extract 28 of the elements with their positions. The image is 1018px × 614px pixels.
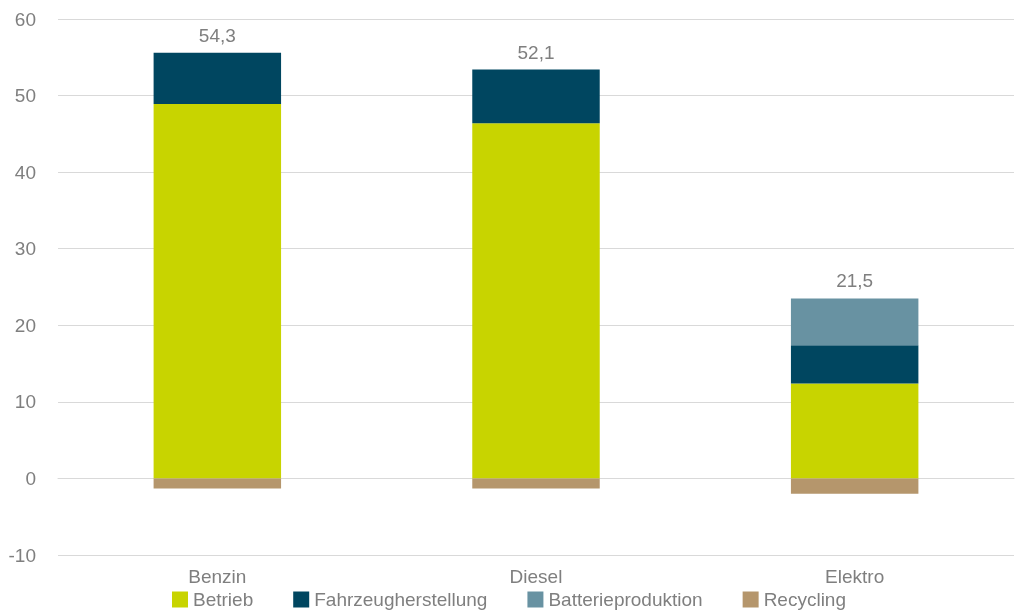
legend-label: Recycling — [763, 589, 847, 610]
y-tick-label: 50 — [14, 85, 36, 107]
bar — [472, 69, 600, 124]
bar — [472, 478, 600, 489]
y-tick-label: 10 — [14, 391, 36, 413]
total-label: 21,5 — [836, 270, 874, 292]
y-tick-label: 30 — [14, 238, 36, 260]
bar — [790, 478, 919, 494]
y-tick-label: 0 — [25, 467, 36, 489]
y-tick-label: 40 — [14, 161, 36, 183]
x-tick-label: Elektro — [825, 566, 885, 587]
legend-label: Fahrzeugherstellung — [314, 589, 488, 610]
bar — [472, 123, 600, 479]
legend-label: Betrieb — [193, 589, 254, 610]
total-label: 52,1 — [517, 41, 555, 63]
bar — [153, 103, 282, 479]
y-tick-label: 20 — [14, 314, 36, 336]
bar — [790, 298, 919, 346]
total-label: 54,3 — [198, 24, 236, 46]
x-tick-label: Diesel — [509, 566, 563, 587]
x-tick-label: Benzin — [188, 566, 247, 587]
y-tick-label: -10 — [8, 544, 36, 566]
bar — [790, 383, 919, 479]
y-tick-label: 60 — [14, 8, 36, 30]
legend-label: Batterieproduktion — [548, 589, 703, 610]
bar — [790, 345, 919, 384]
bar — [153, 52, 282, 104]
bar — [153, 478, 282, 489]
